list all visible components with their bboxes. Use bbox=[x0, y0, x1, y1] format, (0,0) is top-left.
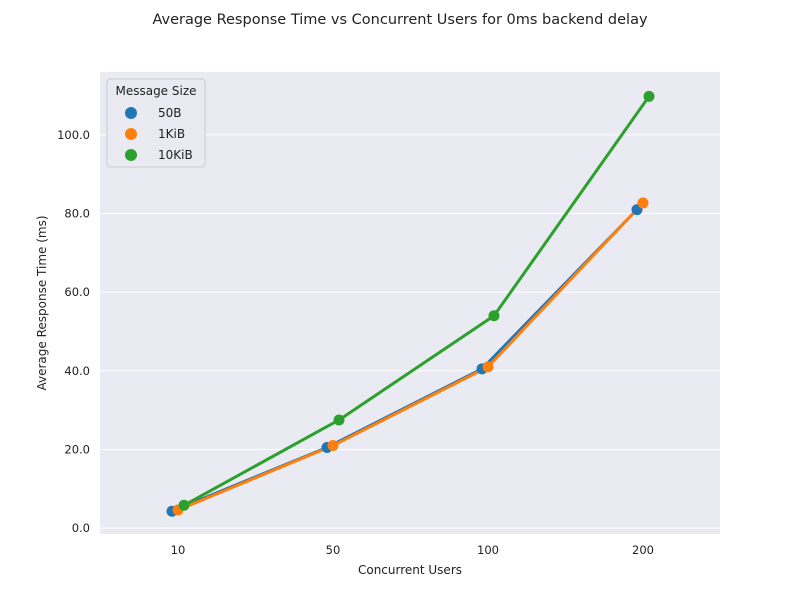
data-point-1kib bbox=[482, 361, 494, 373]
x-axis-label: Concurrent Users bbox=[358, 563, 462, 577]
series-points bbox=[166, 90, 655, 517]
x-tick-label: 200 bbox=[632, 543, 654, 557]
y-tick-label: 40.0 bbox=[64, 364, 90, 378]
y-tick-label: 100.0 bbox=[57, 128, 90, 142]
legend: Message Size 50B 1KiB 10KiB bbox=[106, 78, 206, 168]
x-tick-labels: 10 50 100 200 bbox=[171, 543, 654, 557]
chart-title: Average Response Time vs Concurrent User… bbox=[152, 12, 648, 28]
data-point-1kib bbox=[637, 197, 649, 209]
series-line-1kib bbox=[177, 201, 645, 512]
y-axis-label: Average Response Time (ms) bbox=[35, 215, 49, 390]
legend-marker bbox=[125, 128, 137, 140]
series-line-10kib bbox=[183, 95, 651, 507]
y-tick-label: 20.0 bbox=[64, 442, 90, 456]
y-tick-label: 0.0 bbox=[72, 521, 90, 535]
y-tick-labels: 0.0 20.0 40.0 60.0 80.0 100.0 bbox=[57, 128, 90, 535]
data-point-10kib bbox=[333, 414, 345, 426]
y-tick-label: 60.0 bbox=[64, 285, 90, 299]
legend-label: 1KiB bbox=[158, 127, 185, 141]
legend-box bbox=[106, 78, 206, 168]
x-tick-label: 10 bbox=[171, 543, 186, 557]
legend-marker bbox=[125, 149, 137, 161]
y-tick-label: 80.0 bbox=[64, 207, 90, 221]
x-tick-label: 100 bbox=[477, 543, 499, 557]
legend-label: 50B bbox=[158, 106, 182, 120]
legend-marker bbox=[125, 107, 137, 119]
data-point-10kib bbox=[178, 499, 190, 511]
data-point-10kib bbox=[488, 310, 500, 322]
legend-label: 10KiB bbox=[158, 148, 193, 162]
data-point-10kib bbox=[643, 90, 655, 102]
series-lines bbox=[171, 95, 651, 513]
legend-title: Message Size bbox=[115, 84, 196, 98]
data-point-1kib bbox=[327, 440, 339, 452]
x-tick-label: 50 bbox=[326, 543, 341, 557]
